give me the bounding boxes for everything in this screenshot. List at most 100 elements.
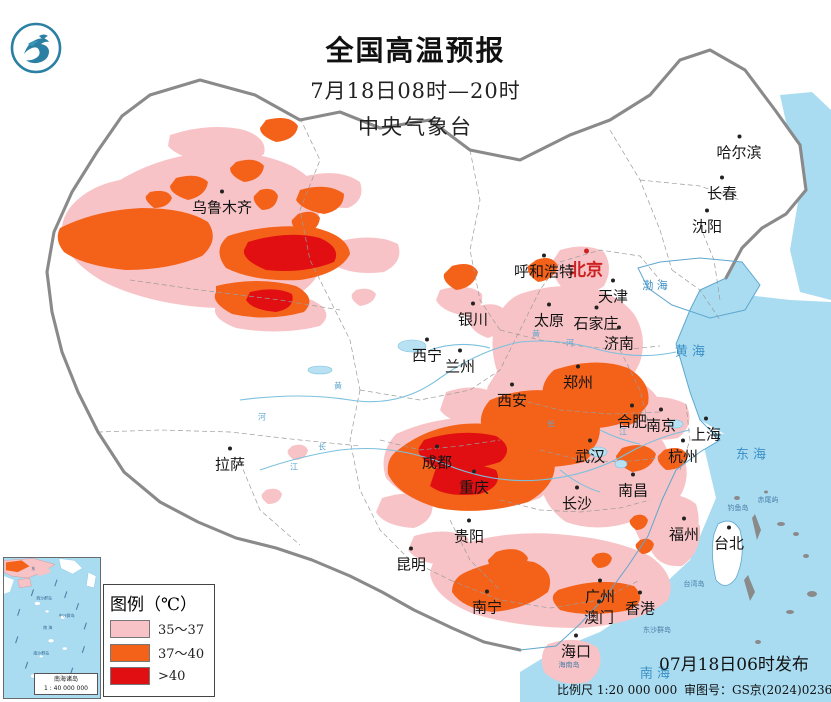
city-marker-dot	[434, 444, 439, 449]
svg-text:南沙群岛: 南沙群岛	[33, 650, 49, 655]
city-marker-dot	[219, 189, 224, 194]
city-marker-dot	[227, 446, 232, 451]
city-name: 杭州	[667, 447, 699, 466]
city-label: 台北	[714, 525, 744, 554]
city-name: 哈尔滨	[716, 143, 762, 162]
legend-item-2: >40	[110, 667, 208, 685]
river-label: 黄	[532, 329, 540, 339]
island-label: 东沙群岛	[643, 626, 671, 634]
city-marker-dot	[587, 438, 592, 443]
city-name: 昆明	[395, 555, 427, 574]
city-name: 郑州	[562, 373, 594, 392]
city-name: 贵阳	[453, 527, 485, 546]
city-label: 武汉	[574, 438, 606, 467]
city-label: 济南	[603, 325, 635, 354]
sea-label: 黄 海	[674, 344, 706, 360]
river-label: 长	[318, 442, 326, 452]
taiwan-island	[712, 520, 743, 586]
city-marker-dot	[575, 364, 580, 369]
city-name: 乌鲁木齐	[191, 198, 253, 217]
rivers	[239, 340, 691, 493]
city-marker-dot	[509, 382, 514, 387]
city-label: 南昌	[617, 472, 649, 501]
city-label: 郑州	[562, 364, 594, 393]
city-name: 兰州	[444, 357, 476, 376]
city-label: 昆明	[395, 546, 427, 575]
river-label: 江	[290, 462, 298, 472]
river-label: 河	[566, 338, 574, 348]
city-label: 兰州	[444, 348, 476, 377]
city-marker-dot	[658, 407, 663, 412]
city-name: 沈阳	[691, 217, 723, 236]
city-label: 南京	[645, 407, 677, 436]
legend-label-0: 35～37	[158, 623, 205, 638]
svg-text:南 海: 南 海	[43, 625, 52, 630]
city-marker-dot	[629, 403, 634, 408]
city-label: 长春	[707, 175, 737, 204]
city-marker-dot	[726, 525, 731, 530]
city-label: 天津	[598, 278, 628, 307]
sea-label: 东 海	[735, 447, 767, 463]
city-marker-dot	[471, 469, 476, 474]
city-name: 太原	[533, 311, 565, 330]
city-name: 福州	[668, 525, 700, 544]
city-label: 拉萨	[215, 446, 245, 475]
city-label: 香港	[625, 590, 655, 619]
city-label: 成都	[422, 444, 452, 473]
city-label: 合肥	[616, 403, 648, 432]
legend-label-2: >40	[158, 668, 186, 684]
city-name: 重庆	[458, 478, 490, 497]
city-marker-dot	[597, 578, 602, 583]
city-marker-dot	[704, 208, 709, 213]
city-marker-dot	[596, 599, 601, 604]
island-label: 赤尾屿	[757, 496, 779, 504]
coastline	[519, 257, 761, 651]
city-marker-dot	[610, 278, 615, 283]
city-label: 西宁	[411, 337, 443, 366]
sea-label: 渤 海	[642, 279, 668, 292]
inset-title: 南海诸岛	[53, 676, 78, 683]
city-name: 南京	[645, 416, 677, 435]
city-name: 西安	[496, 391, 528, 410]
city-marker-dot	[470, 301, 475, 306]
city-marker-dot	[424, 337, 429, 342]
city-marker-dot	[546, 302, 551, 307]
city-label: 海口	[561, 633, 591, 662]
legend-panel: 图例（℃） 35～37 37～40 >40	[103, 584, 215, 697]
city-marker-dot	[408, 546, 413, 551]
svg-text:中沙群岛: 中沙群岛	[59, 613, 75, 618]
city-label: 上海	[690, 416, 722, 445]
city-label: 福州	[668, 516, 700, 545]
city-label: 北京	[569, 248, 603, 281]
city-label: 太原	[533, 302, 565, 331]
legend-item-0: 35～37	[110, 619, 208, 638]
cma-dragon-logo	[8, 20, 64, 76]
city-name: 武汉	[574, 447, 606, 466]
city-name: 上海	[690, 425, 722, 444]
city-name: 合肥	[616, 412, 648, 431]
city-marker-dot	[457, 348, 462, 353]
city-label: 广州	[584, 578, 616, 607]
city-label: 呼和浩特	[513, 253, 575, 282]
city-name: 西宁	[411, 346, 443, 365]
city-marker-dot	[703, 416, 708, 421]
city-name: 济南	[603, 334, 635, 353]
city-name: 呼和浩特	[513, 262, 575, 281]
city-marker-dot	[681, 516, 686, 521]
island-label: 钓鱼岛	[727, 504, 749, 512]
city-marker-dot	[637, 590, 642, 595]
city-name: 广州	[584, 587, 616, 606]
city-label: 哈尔滨	[716, 134, 762, 163]
map-scale: 比例尺 1:20 000 000	[557, 683, 678, 697]
city-label: 贵阳	[453, 518, 485, 547]
city-marker-dot	[484, 589, 489, 594]
city-marker-dot	[736, 134, 741, 139]
lakes	[307, 339, 684, 469]
city-marker-dot	[574, 485, 579, 490]
city-marker-dot	[616, 325, 621, 330]
city-name: 长沙	[561, 494, 593, 513]
sea-label: 南 海	[639, 666, 671, 682]
city-name: 南昌	[617, 481, 649, 500]
city-label: 石家庄	[573, 305, 619, 334]
